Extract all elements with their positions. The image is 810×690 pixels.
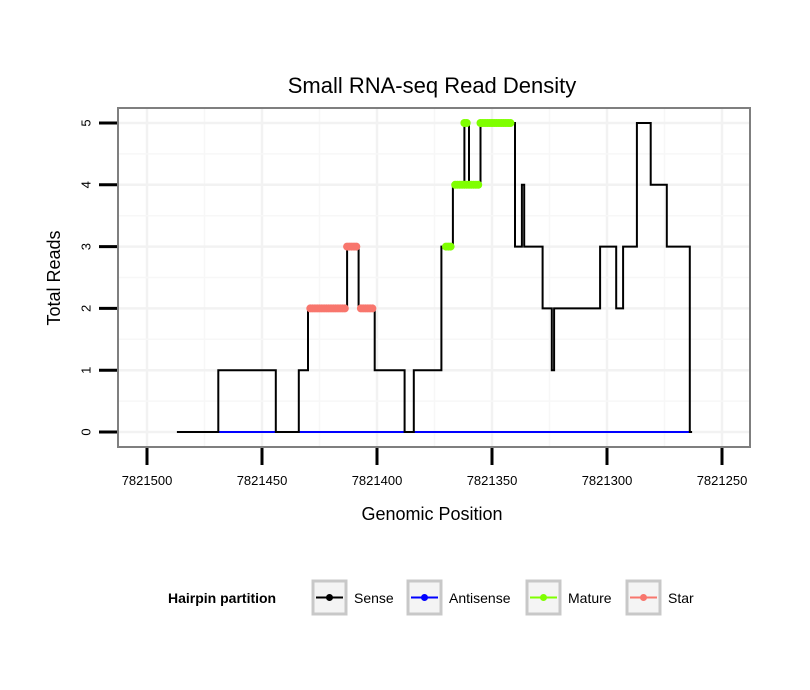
y-tick-label: 1: [79, 367, 94, 374]
x-tick-label: 7821500: [122, 473, 173, 488]
sense-line: [176, 122, 693, 433]
legend: Hairpin partition Sense Antisense Mature St…: [168, 579, 694, 616]
mature-point: [446, 242, 455, 251]
y-tick-label: 4: [79, 181, 94, 188]
series-layer: [176, 119, 693, 433]
grid-lines: [118, 108, 750, 447]
x-axis: 7821500 7821450 7821400 7821350 7821300 78212…: [122, 448, 748, 488]
mature-points: [442, 119, 515, 251]
legend-key-point: [326, 594, 333, 601]
y-tick-label: 3: [79, 243, 94, 250]
x-tick-label: 7821450: [237, 473, 288, 488]
legend-entry-star: Star: [625, 579, 694, 616]
y-axis: 0 1 2 3 4 5: [79, 119, 117, 436]
y-tick-label: 5: [79, 119, 94, 126]
legend-entry-mature: Mature: [525, 579, 612, 616]
x-tick-label: 7821350: [467, 473, 518, 488]
x-tick-label: 7821400: [352, 473, 403, 488]
panel-border: [117, 107, 751, 448]
legend-key-point: [421, 594, 428, 601]
legend-key-point: [540, 594, 547, 601]
star-point: [368, 304, 377, 313]
legend-label-antisense: Antisense: [449, 590, 511, 606]
legend-title: Hairpin partition: [168, 590, 276, 606]
star-point: [340, 304, 349, 313]
legend-key-point: [640, 594, 647, 601]
x-tick-label: 7821250: [697, 473, 748, 488]
legend-entry-sense: Sense: [311, 579, 394, 616]
legend-label-sense: Sense: [354, 590, 394, 606]
y-tick-label: 2: [79, 305, 94, 312]
legend-entry-antisense: Antisense: [406, 579, 511, 616]
plot-area: [117, 107, 751, 448]
y-tick-label: 0: [79, 428, 94, 435]
legend-label-mature: Mature: [568, 590, 612, 606]
x-tick-label: 7821300: [582, 473, 633, 488]
legend-label-star: Star: [668, 590, 694, 606]
x-axis-title: Genomic Position: [361, 504, 502, 524]
mature-point: [462, 119, 471, 127]
y-axis-title: Total Reads: [44, 230, 64, 325]
star-points: [306, 242, 377, 313]
star-point: [352, 242, 361, 251]
mature-point: [474, 180, 483, 189]
legend-entries: Sense Antisense Mature Star: [311, 579, 694, 616]
chart-title: Small RNA-seq Read Density: [288, 73, 577, 98]
mature-point: [506, 119, 515, 127]
